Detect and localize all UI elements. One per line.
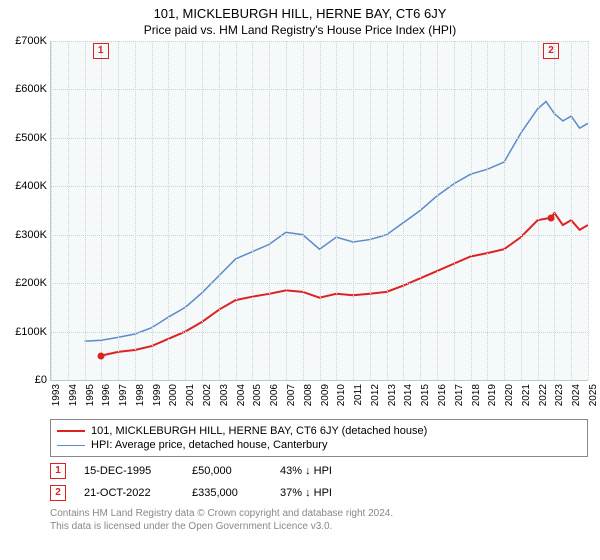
sale-delta-1: 43% ↓ HPI	[280, 465, 332, 477]
x-axis-label: 2013	[387, 384, 398, 406]
chart-subtitle: Price paid vs. HM Land Registry's House …	[0, 21, 600, 41]
y-axis-label: £100K	[15, 326, 51, 338]
x-axis-label: 1993	[51, 384, 62, 406]
x-axis-label: 1995	[85, 384, 96, 406]
x-axis-label: 2021	[521, 384, 532, 406]
y-axis-label: £300K	[15, 229, 51, 241]
x-axis-label: 2022	[538, 384, 549, 406]
price-point-2	[548, 214, 555, 221]
chart-title: 101, MICKLEBURGH HILL, HERNE BAY, CT6 6J…	[0, 0, 600, 21]
sale-date-1: 15-DEC-1995	[84, 465, 174, 477]
x-axis-label: 2025	[588, 384, 599, 406]
x-axis-label: 1998	[135, 384, 146, 406]
legend: 101, MICKLEBURGH HILL, HERNE BAY, CT6 6J…	[50, 419, 588, 457]
plot-region: £0£100K£200K£300K£400K£500K£600K£700K199…	[50, 41, 588, 381]
price-marker-2: 2	[543, 43, 559, 59]
x-axis-label: 2011	[353, 384, 364, 406]
y-axis-label: £200K	[15, 277, 51, 289]
legend-label-hpi: HPI: Average price, detached house, Cant…	[91, 439, 327, 451]
y-axis-label: £400K	[15, 180, 51, 192]
x-axis-label: 2003	[219, 384, 230, 406]
x-axis-label: 2006	[269, 384, 280, 406]
x-axis-label: 2008	[303, 384, 314, 406]
y-axis-label: £0	[35, 374, 51, 386]
x-axis-label: 2017	[454, 384, 465, 406]
x-axis-label: 1997	[118, 384, 129, 406]
price-marker-1: 1	[93, 43, 109, 59]
chart-area: £0£100K£200K£300K£400K£500K£600K£700K199…	[50, 41, 588, 411]
sale-delta-2: 37% ↓ HPI	[280, 487, 332, 499]
sale-marker-1: 1	[50, 463, 66, 479]
legend-item-property: 101, MICKLEBURGH HILL, HERNE BAY, CT6 6J…	[57, 424, 581, 438]
sale-row-1: 1 15-DEC-1995 £50,000 43% ↓ HPI	[50, 463, 588, 479]
y-axis-label: £700K	[15, 35, 51, 47]
x-axis-label: 2019	[487, 384, 498, 406]
license-text: Contains HM Land Registry data © Crown c…	[50, 507, 588, 533]
x-axis-label: 2015	[420, 384, 431, 406]
x-axis-label: 2004	[236, 384, 247, 406]
x-axis-label: 2007	[286, 384, 297, 406]
x-axis-label: 2001	[185, 384, 196, 406]
x-axis-label: 1996	[101, 384, 112, 406]
sale-marker-2: 2	[50, 485, 66, 501]
legend-swatch-hpi	[57, 445, 85, 446]
license-line-2: This data is licensed under the Open Gov…	[50, 520, 588, 533]
sale-price-1: £50,000	[192, 465, 262, 477]
x-axis-label: 2012	[370, 384, 381, 406]
x-axis-label: 1994	[68, 384, 79, 406]
sale-price-2: £335,000	[192, 487, 262, 499]
x-axis-label: 2009	[320, 384, 331, 406]
legend-label-property: 101, MICKLEBURGH HILL, HERNE BAY, CT6 6J…	[91, 425, 427, 437]
x-axis-label: 2010	[336, 384, 347, 406]
x-axis-label: 1999	[152, 384, 163, 406]
legend-item-hpi: HPI: Average price, detached house, Cant…	[57, 438, 581, 452]
y-axis-label: £600K	[15, 83, 51, 95]
x-axis-label: 2024	[571, 384, 582, 406]
sale-date-2: 21-OCT-2022	[84, 487, 174, 499]
y-axis-label: £500K	[15, 132, 51, 144]
x-axis-label: 2020	[504, 384, 515, 406]
x-axis-label: 2002	[202, 384, 213, 406]
license-line-1: Contains HM Land Registry data © Crown c…	[50, 507, 588, 520]
chart-container: 101, MICKLEBURGH HILL, HERNE BAY, CT6 6J…	[0, 0, 600, 560]
x-axis-label: 2016	[437, 384, 448, 406]
x-axis-label: 2005	[252, 384, 263, 406]
sale-row-2: 2 21-OCT-2022 £335,000 37% ↓ HPI	[50, 485, 588, 501]
x-axis-label: 2023	[554, 384, 565, 406]
x-axis-label: 2014	[403, 384, 414, 406]
price-point-1	[97, 352, 104, 359]
legend-swatch-property	[57, 430, 85, 432]
x-axis-label: 2018	[471, 384, 482, 406]
x-axis-label: 2000	[168, 384, 179, 406]
